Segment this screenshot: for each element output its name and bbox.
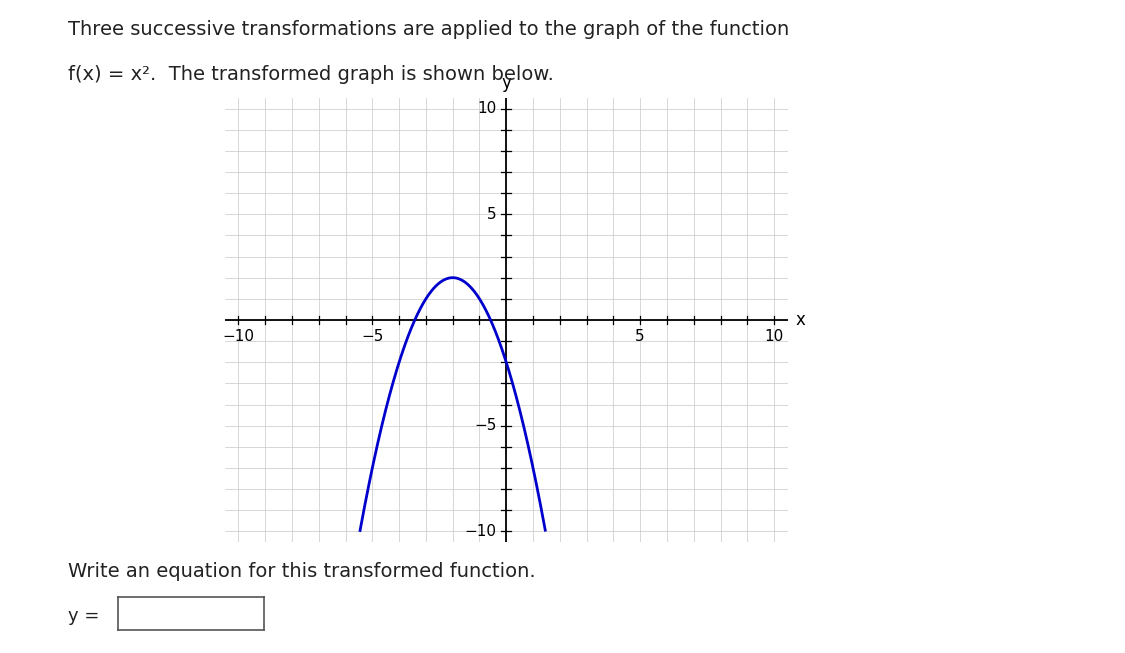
Text: 10: 10	[765, 330, 784, 345]
Text: −5: −5	[361, 330, 384, 345]
Text: Three successive transformations are applied to the graph of the function: Three successive transformations are app…	[68, 20, 789, 39]
Text: −10: −10	[223, 330, 254, 345]
Text: x: x	[795, 311, 806, 329]
Text: f(x) = x².  The transformed graph is shown below.: f(x) = x². The transformed graph is show…	[68, 65, 554, 84]
Text: 10: 10	[478, 101, 497, 116]
Text: 5: 5	[636, 330, 645, 345]
Text: y =: y =	[68, 607, 99, 626]
Text: y: y	[502, 74, 511, 91]
Text: −10: −10	[465, 524, 497, 539]
Text: Write an equation for this transformed function.: Write an equation for this transformed f…	[68, 562, 536, 581]
Text: 5: 5	[487, 207, 497, 222]
Text: −5: −5	[475, 418, 497, 433]
